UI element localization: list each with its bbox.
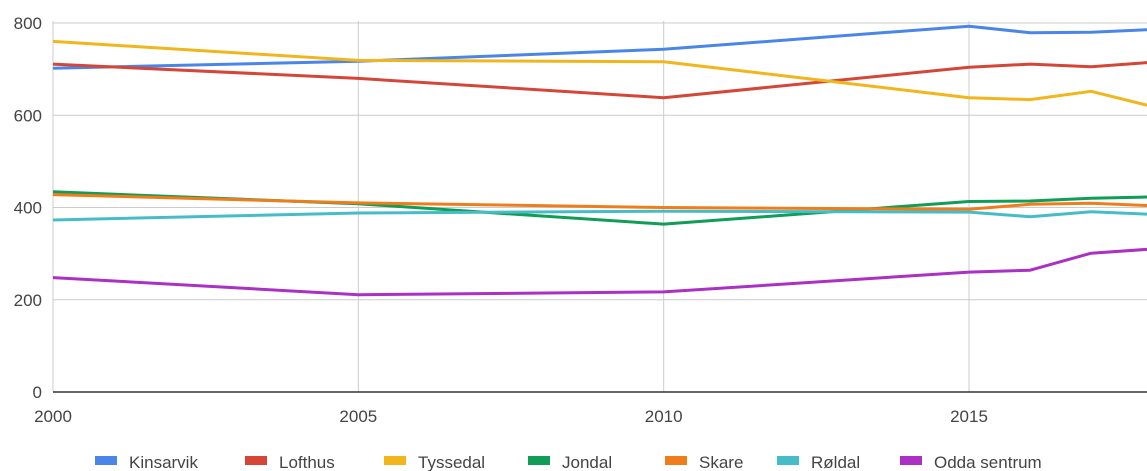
x-axis-tick-labels: 2000 2005 2010 2015 xyxy=(34,407,988,426)
series-lines xyxy=(52,24,1147,297)
legend-swatch xyxy=(384,456,406,465)
series-line-skare xyxy=(52,193,1147,211)
y-tick-label: 800 xyxy=(14,14,42,33)
series-line-røldal xyxy=(52,209,1147,222)
x-tick-label: 2000 xyxy=(34,407,72,426)
y-tick-label: 400 xyxy=(14,199,42,218)
x-tick-label: 2015 xyxy=(950,407,988,426)
x-tick-label: 2010 xyxy=(645,407,683,426)
legend: Kinsarvik Lofthus Tyssedal Jondal Skare Rølda… xyxy=(95,453,1042,471)
legend-swatch xyxy=(528,456,550,465)
legend-item: Lofthus xyxy=(245,453,335,471)
legend-item: Røldal xyxy=(777,453,860,471)
legend-label: Røldal xyxy=(811,453,860,471)
x-tick-label: 2005 xyxy=(339,407,377,426)
legend-item: Skare xyxy=(665,453,743,471)
legend-label: Jondal xyxy=(562,453,612,471)
legend-item: Jondal xyxy=(528,453,612,471)
legend-swatch xyxy=(777,456,799,465)
series-line-lofthus xyxy=(52,61,1147,100)
legend-swatch xyxy=(665,456,687,465)
series-line-odda-sentrum xyxy=(52,247,1147,297)
y-axis-tick-labels: 0 200 400 600 800 xyxy=(14,14,42,402)
legend-swatch xyxy=(245,456,267,465)
y-tick-label: 200 xyxy=(14,291,42,310)
legend-label: Kinsarvik xyxy=(129,453,198,471)
series-line-tyssedal xyxy=(52,39,1147,107)
legend-label: Tyssedal xyxy=(418,453,485,471)
legend-label: Skare xyxy=(699,453,743,471)
y-tick-label: 0 xyxy=(33,383,42,402)
legend-swatch xyxy=(95,456,117,465)
legend-item: Kinsarvik xyxy=(95,453,198,471)
legend-item: Odda sentrum xyxy=(900,453,1042,471)
legend-item: Tyssedal xyxy=(384,453,485,471)
y-tick-label: 600 xyxy=(14,106,42,125)
legend-label: Odda sentrum xyxy=(934,453,1042,471)
legend-swatch xyxy=(900,456,922,465)
legend-label: Lofthus xyxy=(279,453,335,471)
